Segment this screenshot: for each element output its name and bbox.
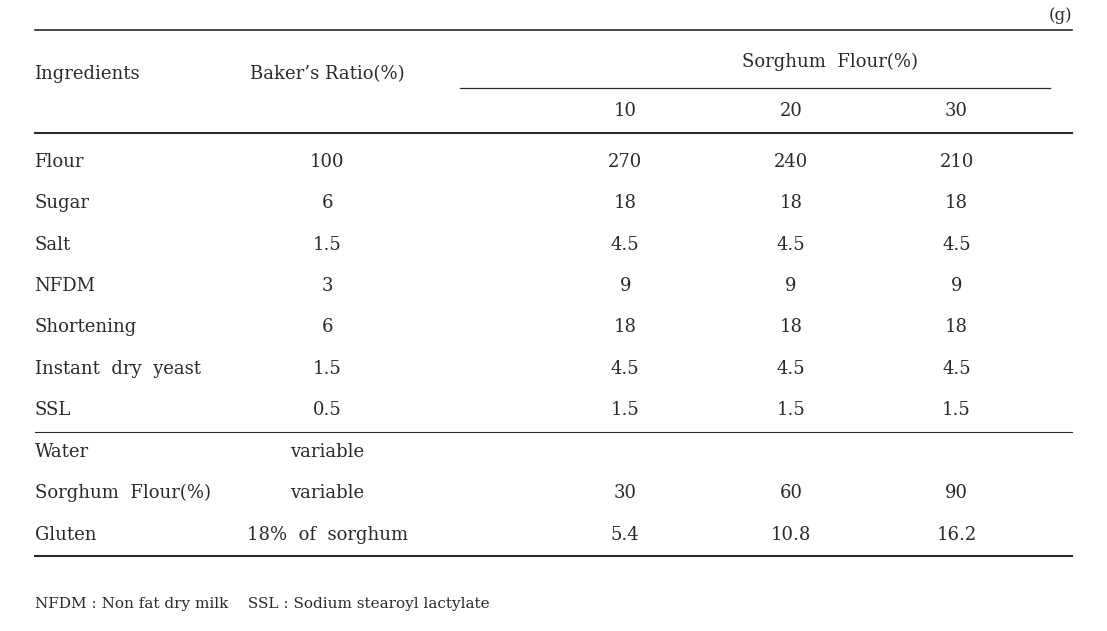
Text: 10.8: 10.8 bbox=[770, 526, 811, 544]
Text: 4.5: 4.5 bbox=[777, 360, 805, 378]
Text: Gluten: Gluten bbox=[34, 526, 96, 544]
Text: 9: 9 bbox=[620, 277, 631, 295]
Text: 1.5: 1.5 bbox=[313, 235, 341, 254]
Text: 4.5: 4.5 bbox=[611, 235, 640, 254]
Text: 18: 18 bbox=[779, 194, 803, 212]
Text: Water: Water bbox=[34, 443, 89, 461]
Text: 18: 18 bbox=[945, 319, 968, 336]
Text: 18: 18 bbox=[613, 319, 637, 336]
Text: Sugar: Sugar bbox=[34, 194, 90, 212]
Text: 210: 210 bbox=[940, 153, 974, 170]
Text: Sorghum  Flour(%): Sorghum Flour(%) bbox=[34, 484, 210, 502]
Text: variable: variable bbox=[290, 484, 364, 502]
Text: 100: 100 bbox=[310, 153, 344, 170]
Text: 0.5: 0.5 bbox=[313, 401, 341, 420]
Text: Shortening: Shortening bbox=[34, 319, 137, 336]
Text: 4.5: 4.5 bbox=[777, 235, 805, 254]
Text: variable: variable bbox=[290, 443, 364, 461]
Text: 9: 9 bbox=[951, 277, 962, 295]
Text: 18: 18 bbox=[779, 319, 803, 336]
Text: 90: 90 bbox=[945, 484, 968, 502]
Text: 6: 6 bbox=[321, 194, 333, 212]
Text: NFDM: NFDM bbox=[34, 277, 95, 295]
Text: 1.5: 1.5 bbox=[611, 401, 640, 420]
Text: 30: 30 bbox=[945, 102, 968, 121]
Text: Flour: Flour bbox=[34, 153, 84, 170]
Text: 20: 20 bbox=[779, 102, 803, 121]
Text: 30: 30 bbox=[613, 484, 637, 502]
Text: 4.5: 4.5 bbox=[942, 235, 971, 254]
Text: Salt: Salt bbox=[34, 235, 71, 254]
Text: 6: 6 bbox=[321, 319, 333, 336]
Text: 4.5: 4.5 bbox=[611, 360, 640, 378]
Text: SSL: SSL bbox=[34, 401, 71, 420]
Text: (g): (g) bbox=[1048, 7, 1073, 24]
Text: Baker’s Ratio(%): Baker’s Ratio(%) bbox=[250, 64, 404, 83]
Text: 3: 3 bbox=[321, 277, 333, 295]
Text: 1.5: 1.5 bbox=[942, 401, 971, 420]
Text: 270: 270 bbox=[608, 153, 642, 170]
Text: 1.5: 1.5 bbox=[313, 360, 341, 378]
Text: 1.5: 1.5 bbox=[776, 401, 805, 420]
Text: 18: 18 bbox=[613, 194, 637, 212]
Text: 18%  of  sorghum: 18% of sorghum bbox=[247, 526, 407, 544]
Text: 4.5: 4.5 bbox=[942, 360, 971, 378]
Text: 18: 18 bbox=[945, 194, 968, 212]
Text: 16.2: 16.2 bbox=[937, 526, 976, 544]
Text: 60: 60 bbox=[779, 484, 803, 502]
Text: 9: 9 bbox=[785, 277, 797, 295]
Text: Instant  dry  yeast: Instant dry yeast bbox=[34, 360, 200, 378]
Text: 5.4: 5.4 bbox=[611, 526, 640, 544]
Text: Sorghum  Flour(%): Sorghum Flour(%) bbox=[742, 53, 918, 71]
Text: 10: 10 bbox=[613, 102, 637, 121]
Text: Ingredients: Ingredients bbox=[34, 64, 141, 83]
Text: 240: 240 bbox=[774, 153, 808, 170]
Text: NFDM : Non fat dry milk    SSL : Sodium stearoyl lactylate: NFDM : Non fat dry milk SSL : Sodium ste… bbox=[34, 598, 489, 611]
